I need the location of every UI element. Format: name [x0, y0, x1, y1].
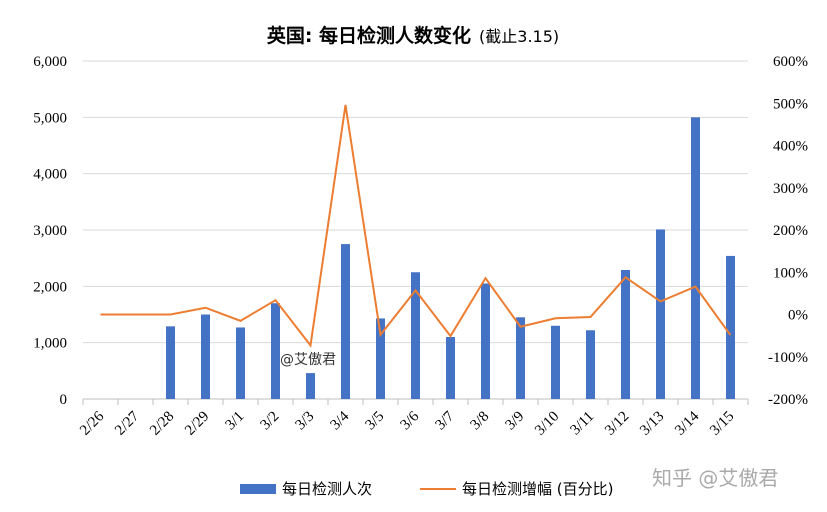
chart-subtitle: (截止3.15)	[479, 27, 559, 46]
y2-tick-label: 200%	[773, 223, 808, 239]
bar-3-2	[271, 303, 280, 399]
bar-3-10	[551, 326, 560, 399]
x-tick-label: 3/13	[637, 409, 667, 439]
x-tick-label: 3/7	[432, 408, 457, 433]
legend-bar-swatch	[240, 484, 276, 494]
chart-title-main: 英国: 每日检测人数变化	[267, 24, 471, 47]
y-tick-label: 6,000	[33, 54, 67, 70]
x-tick-label: 3/3	[292, 409, 317, 434]
y2-tick-label: -100%	[768, 350, 808, 366]
x-tick-label: 3/8	[467, 409, 492, 434]
y2-tick-label: -200%	[768, 392, 808, 408]
legend: 每日检测人次 每日检测增幅 (百分比)	[240, 480, 613, 498]
x-tick-label: 2/28	[147, 409, 177, 439]
y2-tick-label: 100%	[773, 265, 808, 281]
y2-tick-label: 600%	[773, 54, 808, 70]
y2-tick-label: 0%	[788, 308, 808, 324]
bar-3-1	[236, 327, 245, 399]
bar-3-13	[656, 229, 665, 399]
chart-title: 英国: 每日检测人数变化 (截止3.15)	[267, 24, 559, 47]
bar-3-11	[586, 330, 595, 399]
bar-2-28	[166, 326, 175, 399]
y-tick-label: 4,000	[33, 167, 67, 183]
bar-2-29	[201, 315, 210, 400]
bar-3-12	[621, 270, 630, 399]
x-tick-label: 3/5	[362, 409, 387, 434]
x-tick-label: 2/29	[182, 409, 212, 439]
x-tick-label: 3/11	[568, 409, 598, 439]
x-tick-label: 3/4	[327, 408, 352, 433]
bar-3-15	[726, 256, 735, 399]
x-tick-label: 3/15	[707, 409, 737, 439]
bar-3-9	[516, 317, 525, 399]
watermark: 知乎 @艾傲君	[652, 466, 778, 490]
y-tick-label: 5,000	[33, 110, 67, 126]
x-tick-label: 3/1	[222, 409, 247, 434]
x-tick-label: 3/2	[257, 409, 282, 434]
y2-tick-label: 500%	[773, 96, 808, 112]
y2-tick-label: 400%	[773, 139, 808, 155]
x-tick-label: 2/26	[77, 408, 108, 439]
x-tick-label: 3/9	[502, 409, 527, 434]
x-tick-label: 3/12	[602, 409, 632, 439]
y-tick-label: 2,000	[33, 279, 67, 295]
bar-3-7	[446, 337, 455, 399]
x-tick-label: 2/27	[112, 408, 143, 439]
x-tick-label: 3/10	[532, 409, 562, 439]
bar-3-4	[341, 244, 350, 399]
y-tick-label: 0	[60, 392, 68, 408]
y-tick-label: 1,000	[33, 336, 67, 352]
y-tick-label: 3,000	[33, 223, 67, 239]
bar-3-3	[306, 373, 315, 399]
legend-bar-label: 每日检测人次	[282, 480, 372, 498]
x-tick-label: 3/14	[672, 408, 703, 439]
legend-line-label: 每日检测增幅 (百分比)	[462, 480, 613, 498]
annotation-text: @艾傲君	[280, 352, 336, 368]
bar-3-8	[481, 284, 490, 399]
bar-3-14	[691, 117, 700, 399]
x-tick-label: 3/6	[397, 408, 422, 433]
y2-tick-label: 300%	[773, 181, 808, 197]
